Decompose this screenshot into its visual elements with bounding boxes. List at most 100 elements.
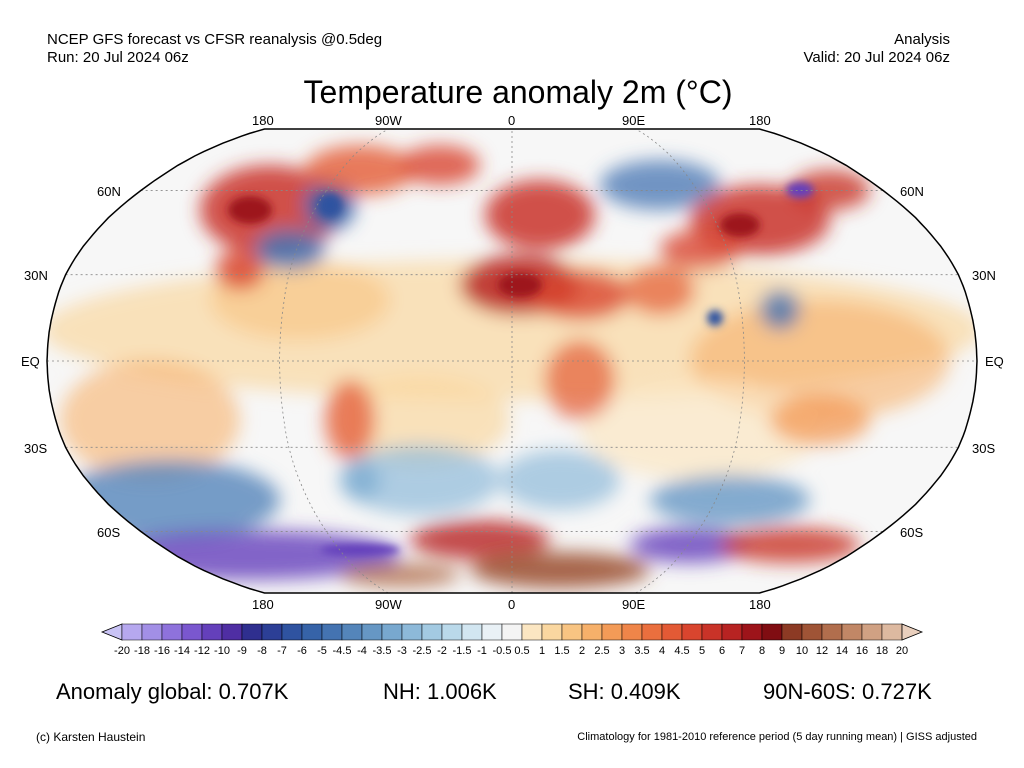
valid-line: Valid: 20 Jul 2024 06z [803, 49, 951, 66]
colorbar-cell [481, 623, 503, 641]
colorbar-cell [461, 623, 483, 641]
anomaly-highlights [228, 182, 814, 556]
colorbar-cell [221, 623, 243, 641]
colorbar-tick-label: 4.5 [674, 645, 690, 657]
colorbar-tick-label: 1 [538, 645, 546, 657]
lon-label-bottom-1: 180 [252, 597, 274, 612]
lon-label-top-3: 0 [508, 113, 516, 128]
lat-label-left-60n: 60N [97, 184, 121, 199]
colorbar-tick-label: -12 [194, 645, 210, 657]
colorbar-tick-label: -4 [357, 645, 367, 657]
colorbar-cell [121, 623, 143, 641]
lon-label-bottom-5: 180 [749, 597, 771, 612]
colorbar-cell [601, 623, 623, 641]
lon-label-top-2: 90W [375, 113, 402, 128]
colorbar-tick-label: -6 [297, 645, 307, 657]
lat-label-left-60s: 60S [97, 525, 121, 540]
colorbar-cell [621, 623, 643, 641]
colorbar-cell [321, 623, 343, 641]
colorbar-tick-label: 3 [618, 645, 626, 657]
colorbar-tick-label: -18 [134, 645, 150, 657]
colorbar-cell [401, 623, 423, 641]
colorbar-cell [861, 623, 883, 641]
colorbar-tick-label: -7 [277, 645, 287, 657]
colorbar-cell [501, 623, 523, 641]
globe-outline [46, 128, 978, 594]
lat-label-right-30s: 30S [972, 441, 996, 456]
stat-global: Anomaly global: 0.707K [56, 679, 289, 704]
stat-90n-60s: 90N-60S: 0.727K [763, 679, 932, 704]
colorbar-cell [141, 623, 163, 641]
colorbar-cell [761, 623, 783, 641]
colorbar-cell [741, 623, 763, 641]
colorbar-cell [521, 623, 543, 641]
colorbar-cell [721, 623, 743, 641]
colorbar-cell [441, 623, 463, 641]
colorbar-tick-label: 0.5 [514, 645, 530, 657]
climatology-note: Climatology for 1981-2010 reference peri… [577, 731, 977, 743]
colorbar-cell [421, 623, 443, 641]
colorbar-tick-label: -2.5 [412, 645, 432, 657]
colorbar-tick-label: 2 [578, 645, 586, 657]
colorbar-cell [701, 623, 723, 641]
colorbar-cell [381, 623, 403, 641]
lon-label-top-1: 180 [252, 113, 274, 128]
colorbar-tick-label: 20 [895, 645, 909, 657]
colorbar-cell [281, 623, 303, 641]
colorbar-tick-label: 3.5 [634, 645, 650, 657]
colorbar-tick-label: 7 [738, 645, 746, 657]
colorbar-tick-label: -0.5 [492, 645, 512, 657]
colorbar-tick-label: -2 [437, 645, 447, 657]
page-title: Temperature anomaly 2m (°C) [303, 74, 733, 110]
colorbar-cell [561, 623, 583, 641]
colorbar-tick-label: 2.5 [594, 645, 610, 657]
colorbar-max-triangle [901, 623, 924, 641]
colorbar-tick-label: -9 [237, 645, 247, 657]
colorbar-tick-label: -1.5 [452, 645, 472, 657]
colorbar-tick-label: 6 [718, 645, 726, 657]
run-line: Run: 20 Jul 2024 06z [47, 49, 189, 66]
colorbar-cell [361, 623, 383, 641]
colorbar-cell [181, 623, 203, 641]
lon-label-top-4: 90E [622, 113, 646, 128]
colorbar-cell [681, 623, 703, 641]
lon-label-bottom-3: 0 [508, 597, 516, 612]
colorbar-tick-label: -20 [114, 645, 130, 657]
colorbar-tick-label: -4.5 [332, 645, 352, 657]
stat-sh: SH: 0.409K [568, 679, 681, 704]
colorbar-cell [841, 623, 863, 641]
colorbar-cell [541, 623, 563, 641]
colorbar-tick-label: 12 [815, 645, 829, 657]
colorbar-tick-label: 18 [875, 645, 889, 657]
lat-label-left-eq: EQ [21, 354, 40, 369]
colorbar-tick-label: -10 [214, 645, 230, 657]
colorbar-tick-label: 16 [855, 645, 869, 657]
colorbar-cell [581, 623, 603, 641]
colorbar-cell [881, 623, 903, 641]
lon-label-top-5: 180 [749, 113, 771, 128]
colorbar-tick-label: -5 [317, 645, 327, 657]
credit: (c) Karsten Haustein [36, 730, 146, 744]
lon-label-bottom-4: 90E [622, 597, 646, 612]
colorbar-tick-label: -16 [154, 645, 170, 657]
colorbar-cell [801, 623, 823, 641]
lat-label-right-eq: EQ [985, 354, 1004, 369]
colorbar-tick-label: -1 [477, 645, 487, 657]
anomaly-field [47, 145, 977, 588]
colorbar-cell [341, 623, 363, 641]
graticule [47, 129, 977, 593]
colorbar-tick-label: 4 [658, 645, 666, 657]
colorbar-cell [661, 623, 683, 641]
lat-label-right-60s: 60S [900, 525, 924, 540]
colorbar-cell [641, 623, 663, 641]
source-line: NCEP GFS forecast vs CFSR reanalysis @0.… [47, 31, 383, 48]
stat-nh: NH: 1.006K [383, 679, 497, 704]
lon-label-bottom-2: 90W [375, 597, 402, 612]
lat-label-right-60n: 60N [900, 184, 924, 199]
colorbar-cell [161, 623, 183, 641]
colorbar-tick-label: 10 [795, 645, 809, 657]
colorbar-tick-label: -3.5 [372, 645, 392, 657]
colorbar-cell [781, 623, 803, 641]
